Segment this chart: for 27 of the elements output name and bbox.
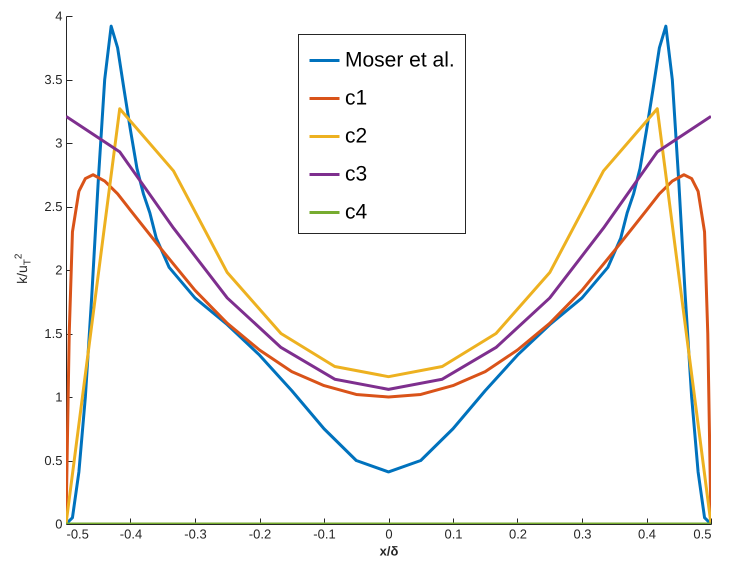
legend-label: c2: [345, 124, 368, 148]
legend-label: c4: [345, 200, 368, 224]
legend-label: c1: [345, 86, 368, 110]
legend-label: Moser et al.: [345, 48, 455, 72]
y-tick-label: 3.5: [44, 72, 62, 87]
y-tick-label: 4: [55, 8, 62, 24]
x-tick-label: -0.3: [184, 526, 207, 542]
x-tick-label: -0.5: [66, 526, 89, 542]
y-tick-label: 1.5: [44, 326, 62, 341]
x-tick-label: 0: [385, 526, 393, 542]
x-tick-label: 0.5: [693, 526, 712, 542]
x-tick-label: -0.4: [120, 526, 142, 542]
x-tick-label: -0.1: [313, 526, 336, 542]
y-tick-label: 3: [55, 136, 62, 150]
x-tick-label: -0.2: [248, 526, 272, 542]
x-tick-label: 0.1: [444, 526, 463, 542]
y-tick-label: 0: [55, 516, 62, 532]
y-tick-label: 0.5: [44, 453, 62, 468]
y-tick-label: 2.5: [44, 199, 62, 214]
y-tick-label: 2: [55, 262, 62, 278]
y-tick-label: 1: [55, 390, 62, 404]
x-tick-label: 0.3: [573, 526, 592, 542]
x-tick-label: 0.4: [638, 526, 656, 542]
legend-label: c3: [345, 162, 368, 186]
line-series: [66, 114, 711, 391]
x-axis-title: x/δ: [380, 544, 398, 558]
x-tick-label: 0.2: [508, 526, 528, 542]
